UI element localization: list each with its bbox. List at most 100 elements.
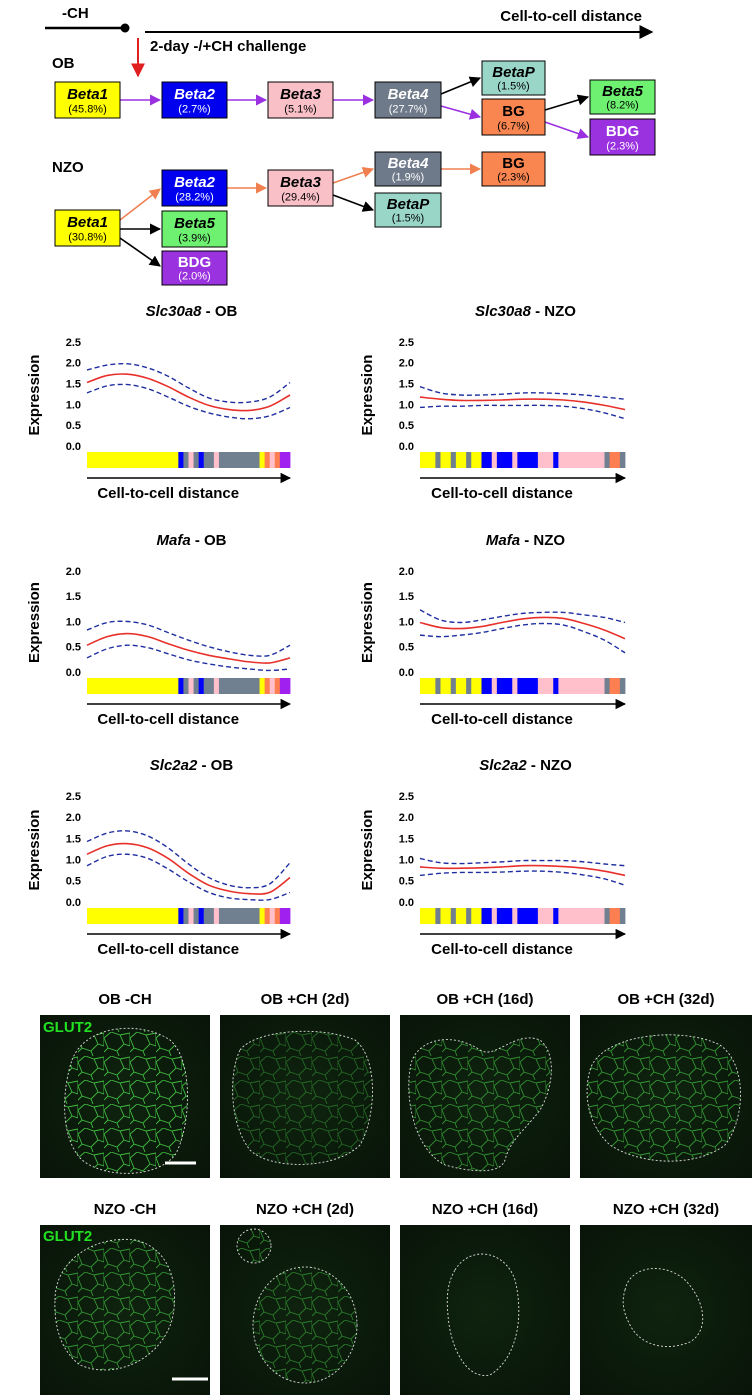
- cell-strip: [97, 678, 103, 694]
- y-tick-label: 0.0: [66, 667, 81, 679]
- cell-strip: [218, 908, 225, 924]
- confidence-line: [419, 857, 626, 867]
- cell-strip: [502, 678, 508, 694]
- node-pct: (45.8%): [68, 103, 107, 115]
- cell-strip: [213, 678, 220, 694]
- y-tick-label: 0.0: [66, 897, 81, 909]
- x-axis-label: Cell-to-cell distance: [431, 485, 573, 502]
- cell-strip: [284, 908, 291, 924]
- cell-strip: [548, 908, 554, 924]
- cell-strip: [584, 452, 590, 468]
- cell-strip: [178, 452, 184, 468]
- cell-strip: [117, 678, 123, 694]
- islet-outline: [54, 1238, 175, 1371]
- cell-strip: [599, 452, 605, 468]
- cell-strip: [168, 908, 174, 924]
- cell-strip: [461, 908, 467, 924]
- node-name: BDG: [606, 123, 639, 140]
- node-pct: (1.5%): [392, 213, 424, 225]
- cell-strip: [491, 908, 498, 924]
- cell-strip: [142, 678, 149, 694]
- y-tick-label: 2.0: [66, 812, 81, 824]
- node-pct: (2.3%): [606, 140, 638, 152]
- node-name: BetaP: [387, 196, 431, 213]
- cell-strip: [527, 452, 534, 468]
- cell-strip: [476, 908, 482, 924]
- cell-strip: [568, 908, 575, 924]
- cell-strip: [203, 908, 210, 924]
- cell-strip: [147, 678, 154, 694]
- y-tick-label: 0.0: [399, 667, 414, 679]
- confidence-line: [86, 620, 291, 657]
- node-name: Beta5: [174, 215, 216, 232]
- node-box: [161, 169, 228, 207]
- cell-strip: [97, 452, 103, 468]
- islet-outline: [252, 1266, 358, 1384]
- cell-strip: [619, 678, 626, 694]
- cell-strip: [218, 678, 225, 694]
- cell-strip: [420, 452, 426, 468]
- cell-strip: [274, 452, 281, 468]
- cell-strip: [604, 908, 611, 924]
- node-pct: (1.9%): [392, 172, 424, 184]
- cell-strip: [264, 678, 271, 694]
- islet-outline: [586, 1034, 741, 1162]
- y-axis-label: Expression: [359, 355, 376, 436]
- cell-strip: [127, 678, 134, 694]
- image-title: NZO -CH: [94, 1201, 157, 1218]
- y-tick-label: 1.0: [66, 399, 81, 411]
- cell-strip: [466, 678, 472, 694]
- cell-strip: [496, 452, 503, 468]
- y-tick-label: 0.5: [66, 876, 81, 888]
- cell-strip: [522, 452, 529, 468]
- node-pct: (2.0%): [178, 271, 210, 283]
- y-tick-label: 2.5: [399, 337, 414, 349]
- cell-strip: [466, 452, 472, 468]
- node-box: [161, 81, 228, 119]
- cell-strip: [471, 452, 477, 468]
- cell-strip: [168, 452, 174, 468]
- cell-strip: [132, 452, 139, 468]
- cell-strip: [279, 452, 286, 468]
- cell-strip: [173, 678, 179, 694]
- node-name: Beta4: [388, 86, 430, 103]
- cell-strip: [425, 908, 431, 924]
- islet-signal: [54, 1239, 175, 1370]
- chart-title: Slc2a2 - NZO: [479, 757, 572, 774]
- y-axis-label: Expression: [26, 582, 43, 663]
- confidence-line: [86, 644, 291, 672]
- cell-strip: [254, 908, 260, 924]
- cell-strip: [218, 452, 225, 468]
- image-title: NZO +CH (32d): [613, 1201, 719, 1218]
- cell-strip: [486, 678, 493, 694]
- cell-strip: [573, 908, 580, 924]
- islet-signal: [408, 1037, 552, 1171]
- cell-strip: [158, 452, 164, 468]
- node-pct: (2.7%): [178, 103, 210, 115]
- cell-strip: [269, 678, 276, 694]
- lineage-arrows: [119, 76, 590, 267]
- cell-strip: [502, 452, 508, 468]
- y-tick-label: 0.0: [399, 897, 414, 909]
- islet-outline: [64, 1027, 188, 1174]
- cell-strip: [507, 452, 513, 468]
- fit-line: [419, 616, 626, 640]
- cell-strip: [584, 678, 590, 694]
- cell-strip: [573, 452, 580, 468]
- cell-strip: [604, 678, 611, 694]
- cell-strip: [168, 678, 174, 694]
- node-pct: (29.4%): [281, 191, 320, 203]
- y-tick-label: 2.5: [399, 791, 414, 803]
- group-label: NZO: [52, 159, 84, 176]
- x-axis-label: Cell-to-cell distance: [97, 941, 239, 958]
- node-pct: (27.7%): [389, 103, 428, 115]
- stain-label: GLUT2: [43, 1228, 92, 1245]
- cell-strip: [614, 678, 621, 694]
- cell-strip: [87, 908, 93, 924]
- cell-strip: [87, 452, 93, 468]
- y-tick-label: 1.5: [399, 591, 414, 603]
- cell-strip: [481, 452, 488, 468]
- cell-strip: [117, 908, 123, 924]
- islet-signal: [232, 1031, 373, 1165]
- confidence-line: [86, 830, 291, 889]
